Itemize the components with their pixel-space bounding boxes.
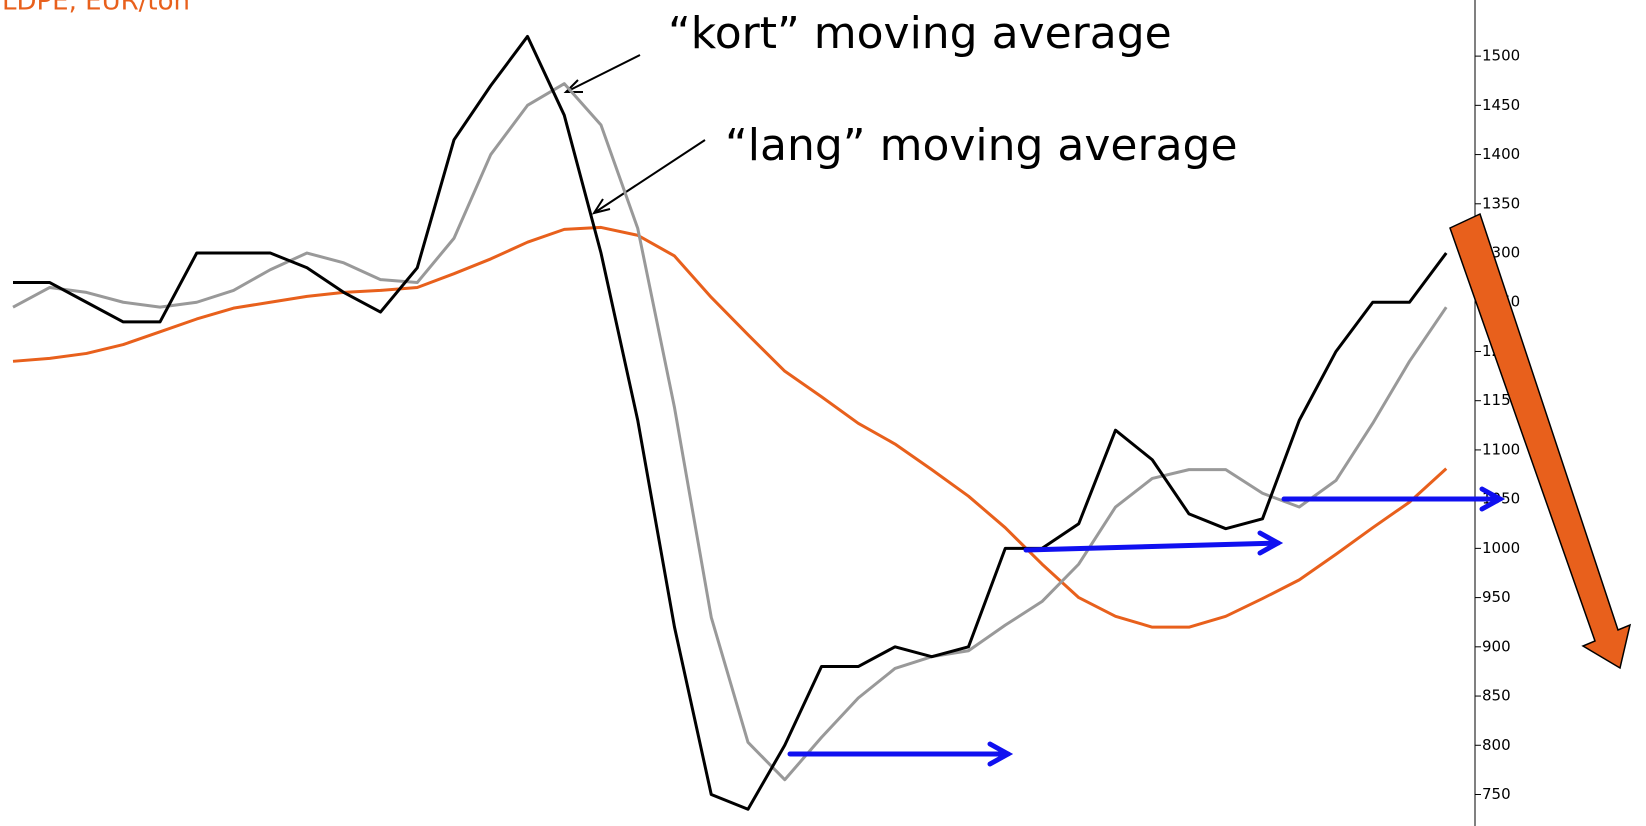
y-tick-label: 950 — [1482, 588, 1511, 606]
y-tick-label: 1350 — [1482, 194, 1520, 212]
y-tick-label: 750 — [1482, 785, 1511, 803]
y-tick-label: 1500 — [1482, 47, 1520, 65]
y-tick-label: 800 — [1482, 736, 1511, 754]
y-tick-label: 1450 — [1482, 96, 1520, 114]
annotation: “lang” moving average — [725, 120, 1238, 171]
annotation-arrows — [563, 54, 706, 215]
line-series — [12, 225, 1448, 629]
chart-title: LDPE, EUR/ton — [2, 0, 190, 17]
line-series — [12, 82, 1448, 782]
plot-area: 7508008509009501000105011001150120012501… — [12, 0, 1520, 826]
y-tick-label: 1400 — [1482, 145, 1520, 163]
annotation: “kort” moving average — [668, 8, 1172, 59]
y-tick-label: 900 — [1482, 637, 1511, 655]
y-tick-label: 1000 — [1482, 539, 1520, 557]
y-tick-label: 850 — [1482, 687, 1511, 705]
trend-arrow — [1449, 212, 1632, 670]
blue-arrows — [787, 486, 1506, 767]
y-tick-label: 1100 — [1482, 440, 1520, 458]
line-series — [13, 34, 1448, 811]
